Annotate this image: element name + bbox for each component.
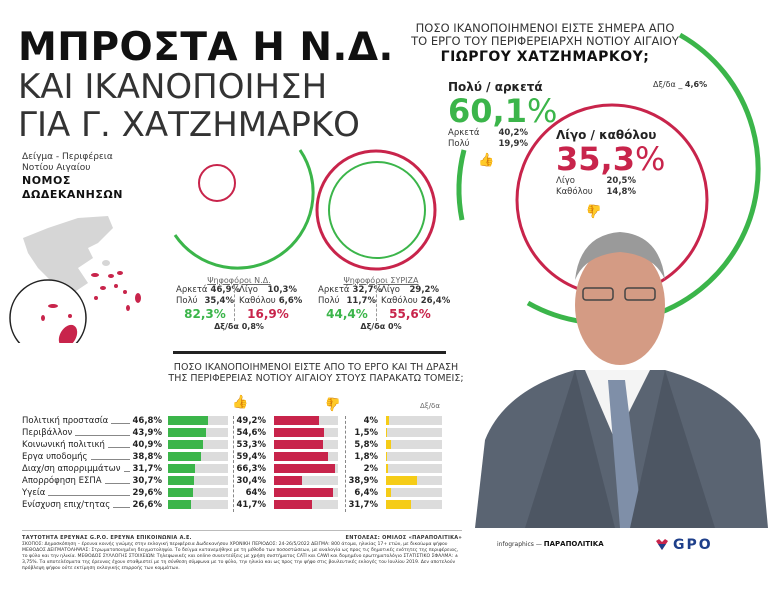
negative-label: Λίγο / καθόλου <box>556 128 657 142</box>
gpo-logo: GPO <box>655 537 713 553</box>
nd-positive-total: 82,3% <box>184 307 226 321</box>
syriza-negative-total: 55,6% <box>389 307 431 321</box>
main-negative-block: Λίγο / καθόλου 35,3% Λίγο 20,5% Καθόλου 14… <box>556 128 665 218</box>
row-value: 32,7% <box>352 285 383 295</box>
row-label: Καθόλου <box>556 187 593 197</box>
syriza-negative-col: Λίγο 29,2% Καθόλου 26,4% 55,6% <box>376 285 450 321</box>
row-value: 10,3% <box>267 285 298 295</box>
nd-negative-total: 16,9% <box>247 307 289 321</box>
row-label: Πολύ <box>176 296 198 306</box>
row-label: Καθόλου <box>381 296 418 306</box>
nd-voters-header: Ψηφοφόροι Ν.Δ. <box>207 276 271 285</box>
main-question-line-1: ΠΟΣΟ ΙΚΑΝΟΠΟΙΗΜΕΝΟΙ ΕΙΣΤΕ ΣΗΜΕΡΑ ΑΠΟ <box>415 21 675 35</box>
positive-unit: % <box>526 92 558 130</box>
row-value: 6,6% <box>278 296 303 306</box>
survey-methodology: ΣΚΟΠΟΣ: Δημοσκόπηση – έρευνα κοινής γνώμ… <box>22 542 459 571</box>
section-divider <box>173 351 446 354</box>
row-label: Καθόλου <box>239 296 276 306</box>
main-question-line-2: ΤΟ ΕΡΓΟ ΤΟΥ ΠΕΡΙΦΕΡΕΙΑΡΧΗ ΝΟΤΙΟΥ ΑΙΓΑΙΟΥ <box>411 34 679 48</box>
publication-name: ΠΑΡΑΠΟΛΙΤΙΚΑ <box>543 540 604 548</box>
negative-value: 35,3 <box>556 140 635 178</box>
thumbs-up-icon: 👍 <box>478 153 495 168</box>
syriza-negative-circle <box>315 149 437 271</box>
row-value: 29,2% <box>409 285 440 295</box>
portrait-photo <box>475 232 768 528</box>
row-value: 46,9% <box>210 285 241 295</box>
main-question: ΠΟΣΟ ΙΚΑΝΟΠΟΙΗΜΕΝΟΙ ΕΙΣΤΕ ΣΗΜΕΡΑ ΑΠΟ ΤΟ … <box>400 22 690 66</box>
positive-row: Πολύ 19,9% <box>448 139 528 150</box>
row-label: Αρκετά <box>318 285 350 295</box>
nd-positive-col: Αρκετά 46,9% Πολύ 35,4% 82,3% <box>176 285 240 321</box>
row-label: Αρκετά <box>176 285 208 295</box>
infographics-credit: infographics — ΠΑΡΑΠΟΛΙΤΙΚΑ <box>497 540 604 548</box>
positive-value: 60,1 <box>448 92 527 130</box>
row-label: Πολύ <box>318 296 340 306</box>
row-label: Λίγο <box>381 285 400 295</box>
row-value: 26,4% <box>420 296 451 306</box>
dk-value: 4,6% <box>684 80 708 89</box>
greece-map <box>9 216 141 343</box>
title-line-3: ΓΙΑ Γ. ΧΑΤΖΗΜΑΡΚΟ <box>18 105 360 145</box>
survey-client: ΕΝΤΟΛΕΑΣ: ΟΜΙΛΟΣ «ΠΑΡΑΠΟΛΙΤΙΚΑ» <box>345 535 462 541</box>
row-value: 14,8% <box>606 187 637 197</box>
syriza-dk: Δξ/δα 0% <box>360 322 402 331</box>
syriza-voters-block: Ψηφοφόροι ΣΥΡΙΖΑ Αρκετά 32,7% Πολύ 11,7% 4… <box>318 276 450 333</box>
row-value: 19,9% <box>498 139 529 149</box>
syriza-positive-col: Αρκετά 32,7% Πολύ 11,7% 44,4% <box>318 285 382 321</box>
gpo-logo-text: GPO <box>673 537 713 553</box>
sample-line-2: Νοτίου Αιγαίου <box>22 163 91 173</box>
nd-negative-circle <box>198 164 236 202</box>
sample-line-1: Δείγμα - Περιφέρεια <box>22 152 113 162</box>
main-positive-inner-arc <box>456 149 467 221</box>
title-line-1: ΜΠΡΟΣΤΑ Η Ν.Δ. <box>18 25 394 70</box>
row-label: Αρκετά <box>448 128 480 138</box>
negative-row: Καθόλου 14,8% <box>556 187 636 198</box>
gpo-heart-icon <box>656 539 668 550</box>
positive-label: Πολύ / αρκετά <box>448 80 543 94</box>
sectors-question: ΠΟΣΟ ΙΚΑΝΟΠΟΙΗΜΕΝΟΙ ΕΙΣΤΕ ΑΠΟ ΤΟ ΕΡΓΟ ΚΑ… <box>168 362 464 384</box>
negative-row: Λίγο 20,5% <box>556 176 636 187</box>
survey-identity: ΤΑΥΤΟΤΗΤΑ ΕΡΕΥΝΑΣ G.P.O. ΕΡΕΥΝΑ ΕΠΙΚΟΙΝΩ… <box>22 535 462 572</box>
sample-info: Δείγμα - Περιφέρεια Νοτίου Αιγαίου ΝΟΜΟΣ… <box>22 152 123 202</box>
title-line-2: ΚΑΙ ΙΚΑΝΟΠΟΙΗΣΗ <box>18 67 328 107</box>
positive-percent: 60,1% <box>448 94 557 128</box>
row-value: 35,4% <box>204 296 235 306</box>
row-label: Πολύ <box>448 139 470 149</box>
negative-unit: % <box>634 140 666 178</box>
syriza-voters-header: Ψηφοφόροι ΣΥΡΙΖΑ <box>343 276 419 285</box>
main-positive-block: Πολύ / αρκετά 60,1% Αρκετά 40,2% Πολύ 19,9… <box>448 80 557 168</box>
nd-positive-arc <box>173 149 315 270</box>
main-dk: Δξ/δα _ 4,6% <box>653 80 708 89</box>
row-value: 20,5% <box>606 176 637 186</box>
dk-label: Δξ/δα <box>653 80 676 89</box>
survey-identity-title: ΤΑΥΤΟΤΗΤΑ ΕΡΕΥΝΑΣ G.P.O. ΕΡΕΥΝΑ ΕΠΙΚΟΙΝΩ… <box>22 535 192 541</box>
nd-negative-col: Λίγο 10,3% Καθόλου 6,6% 16,9% <box>234 285 302 321</box>
main-question-line-3: ΓΙΩΡΓΟΥ ΧΑΤΖΗΜΑΡΚΟΥ; <box>440 49 650 65</box>
row-label: Λίγο <box>556 176 575 186</box>
dodecanese-islands <box>91 271 141 311</box>
sample-bold-1: ΝΟΜΟΣ <box>22 174 71 187</box>
syriza-positive-total: 44,4% <box>326 307 368 321</box>
row-value: 40,2% <box>498 128 529 138</box>
nd-dk: Δξ/δα 0,8% <box>214 322 264 331</box>
row-value: 11,7% <box>346 296 377 306</box>
syriza-positive-circle <box>328 161 426 259</box>
nd-voters-block: Ψηφοφόροι Ν.Δ. Αρκετά 46,9% Πολύ 35,4% 82,… <box>176 276 302 333</box>
footer-divider <box>22 530 462 531</box>
sample-bold-2: ΔΩΔΕΚΑΝΗΣΩΝ <box>22 188 123 201</box>
row-label: Λίγο <box>239 285 258 295</box>
negative-percent: 35,3% <box>556 142 665 176</box>
positive-row: Αρκετά 40,2% <box>448 128 528 139</box>
infographics-label: infographics — <box>497 541 542 548</box>
